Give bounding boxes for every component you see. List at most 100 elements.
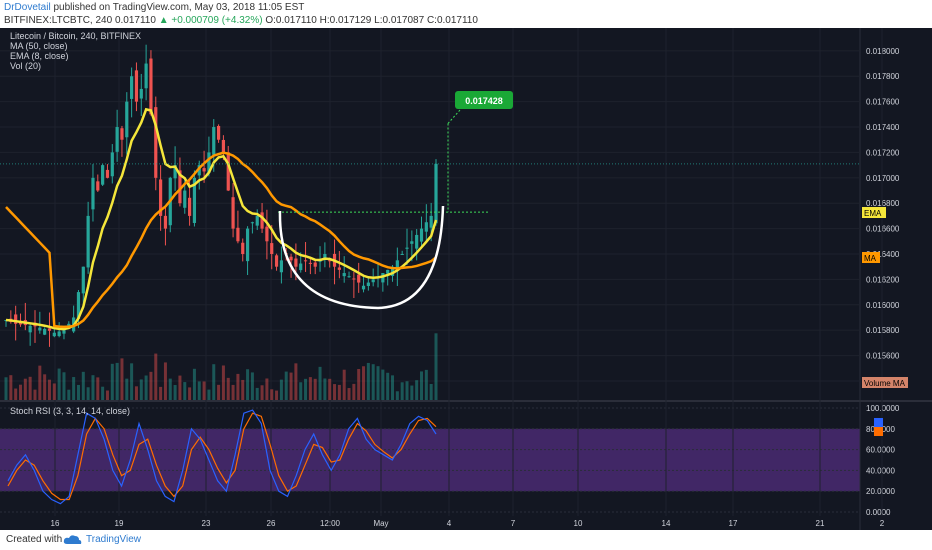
candle-body	[299, 263, 303, 271]
chart-legend: Litecoin / Bitcoin, 240, BITFINEX MA (50…	[10, 31, 141, 71]
volume-bar	[299, 382, 303, 400]
volume-bar	[226, 377, 230, 400]
candle-body	[154, 107, 158, 178]
candle-body	[197, 165, 201, 176]
volume-bar	[207, 389, 211, 400]
candle-body	[386, 269, 390, 274]
candle-body	[274, 255, 279, 267]
legend-title: Litecoin / Bitcoin, 240, BITFINEX	[10, 31, 142, 41]
price-tick-label: 0.015600	[866, 352, 900, 361]
axis-badge	[862, 207, 886, 218]
volume-bar	[67, 389, 71, 400]
volume-bar	[395, 391, 399, 400]
volume-bar	[72, 377, 76, 400]
candle-body	[381, 273, 385, 283]
volume-bar	[52, 383, 56, 400]
time-tick-label: 23	[202, 519, 211, 528]
tradingview-cloud-icon	[63, 534, 83, 549]
volume-bar	[115, 362, 119, 400]
candle-body	[110, 152, 114, 177]
volume-bar	[386, 372, 390, 400]
candle-body	[216, 125, 221, 140]
candle-body	[337, 267, 341, 270]
ohlc-values: O:0.017110 H:0.017129 L:0.017087 C:0.017…	[265, 15, 478, 26]
price-tick-label: 0.017600	[866, 98, 900, 107]
candle-body	[28, 325, 32, 333]
candle-body	[101, 165, 105, 185]
volume-bar	[62, 372, 66, 400]
volume-bar	[14, 388, 18, 400]
volume-bar	[284, 371, 288, 400]
volume-bar	[130, 363, 134, 400]
candle-body	[366, 282, 370, 286]
volume-bar	[28, 376, 32, 400]
volume-bar	[4, 377, 8, 400]
candle-body	[357, 274, 361, 283]
stoch-rsi-legend: Stoch RSI (3, 3, 14, 14, close)	[10, 406, 131, 416]
candle-body	[231, 197, 235, 229]
volume-bar	[183, 382, 187, 400]
time-tick-label: 26	[267, 519, 276, 528]
candle-body	[105, 169, 110, 178]
volume-bar	[159, 386, 163, 400]
time-tick-label: 19	[115, 519, 124, 528]
stoch-d-line	[7, 412, 437, 501]
volume-bar	[347, 388, 351, 400]
volume-bar	[323, 378, 327, 400]
volume-bar	[357, 369, 361, 400]
candle-body	[313, 262, 317, 267]
axis-badge	[862, 377, 908, 388]
volume-bar	[144, 375, 148, 400]
price-tick-label: 0.016600	[866, 225, 900, 234]
candle-body	[43, 328, 47, 335]
candle-body	[86, 215, 90, 268]
volume-bar	[270, 389, 274, 400]
volume-bar	[405, 381, 409, 400]
candle-body	[308, 262, 312, 264]
target-label-box	[455, 91, 513, 109]
volume-bar	[352, 383, 356, 400]
volume-bar	[415, 380, 419, 400]
chart-canvas[interactable]: 0.018000 0.017800 0.017600 0.017400 0.017200…	[0, 28, 932, 530]
rsi-tick-label: 20.0000	[866, 487, 895, 496]
volume-bar	[163, 362, 167, 400]
candle-body	[134, 70, 139, 102]
volume-bar	[328, 378, 332, 400]
candle-body	[424, 222, 428, 232]
candle-body	[120, 128, 124, 140]
volume-bar	[33, 389, 37, 400]
volume-bar	[149, 371, 153, 400]
volume-bar	[38, 365, 42, 400]
candle-body	[236, 227, 240, 242]
time-tick-label: May	[373, 519, 388, 528]
time-tick-label: 4	[447, 519, 452, 528]
price-tick-label: 0.018000	[866, 47, 900, 56]
candle-body	[52, 332, 56, 337]
volume-bar	[188, 387, 192, 400]
axis-badge-label: MA	[864, 254, 877, 263]
tradingview-brand[interactable]: TradingView	[86, 534, 142, 545]
volume-bar	[333, 384, 337, 400]
symbol-line: BITFINEX:LTCBTC, 240 0.017110 ▲ +0.00070…	[4, 15, 478, 26]
rsi-tick-label: 0.0000	[866, 508, 891, 517]
candle-body	[62, 330, 66, 334]
volume-bar	[337, 384, 341, 400]
volume-bar	[173, 385, 177, 400]
chart-header: DrDovetail published on TradingView.com,…	[0, 0, 932, 28]
target-leader	[447, 109, 461, 124]
volume-bar	[376, 366, 380, 400]
volume-bar	[289, 372, 293, 400]
footer: Created with TradingView	[0, 530, 932, 550]
candle-body	[163, 215, 168, 229]
volume-bar	[168, 378, 172, 400]
volume-bar	[192, 368, 196, 400]
volume-bar	[308, 377, 312, 400]
candle-body	[115, 127, 119, 152]
candle-body	[38, 327, 42, 331]
candle-body	[192, 177, 197, 223]
candle-body	[14, 314, 18, 324]
volume-bar	[125, 378, 129, 400]
author-link[interactable]: DrDovetail	[4, 2, 51, 13]
volume-bar	[231, 384, 235, 400]
candle-body	[183, 190, 187, 208]
